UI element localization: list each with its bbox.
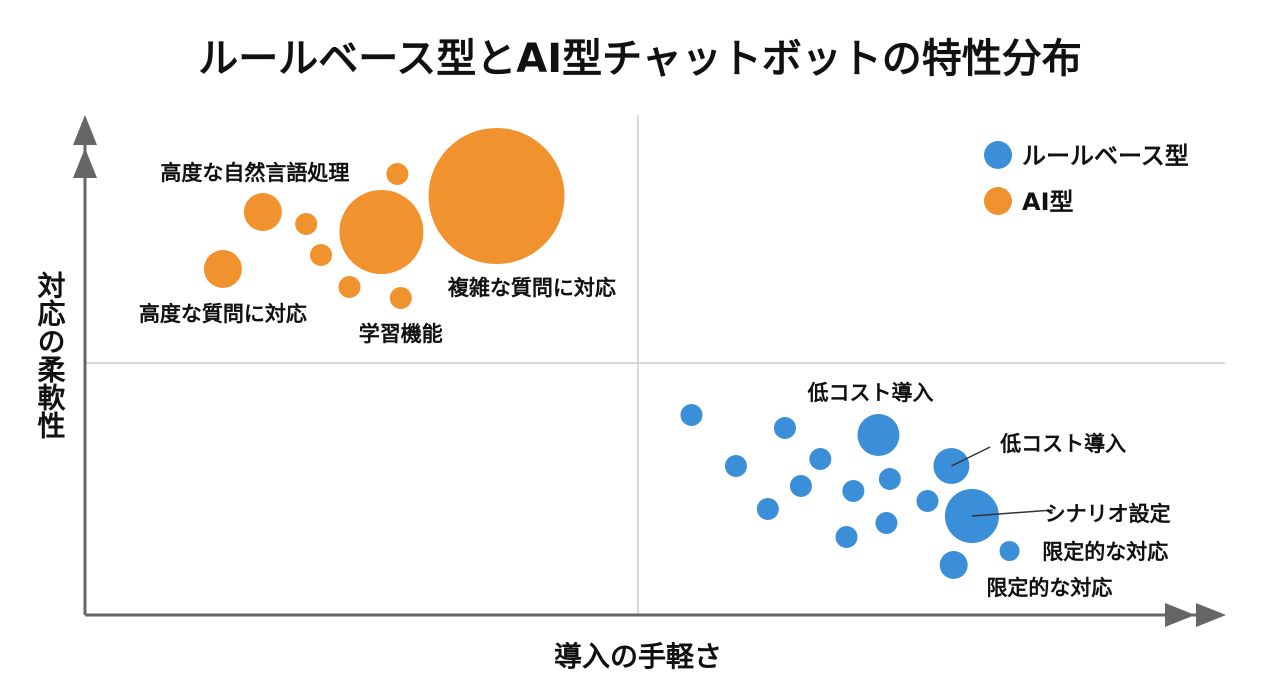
- bubble-ai: [309, 244, 332, 266]
- bubble-ai: [428, 128, 565, 264]
- legend-marker-rule: [984, 141, 1012, 169]
- annotation-label: 限定的な対応: [986, 576, 1112, 600]
- legend-label-ai: AI型: [1022, 188, 1074, 216]
- bubble-rule-based: [842, 480, 865, 502]
- bubble-rule-based: [916, 490, 939, 512]
- annotation-leader-line: [971, 509, 1053, 517]
- bubble-ai: [243, 193, 282, 231]
- annotation-label: 低コスト導入: [806, 381, 933, 405]
- bubble-rule-based: [680, 404, 703, 426]
- y-axis-label: 対応の柔軟性: [34, 271, 67, 439]
- quadrant-dividers: [85, 115, 1225, 615]
- bubble-rule-based: [857, 414, 900, 456]
- annotation-label: 高度な質問に対応: [139, 302, 307, 326]
- bubbles: [203, 128, 1020, 579]
- bubble-rule-based: [773, 417, 796, 439]
- bubble-ai: [338, 276, 361, 298]
- annotation-label: 高度な自然言語処理: [160, 161, 349, 185]
- annotations: 高度な自然言語処理高度な質問に対応学習機能複雑な質問に対応低コスト導入低コスト導…: [139, 161, 1171, 600]
- x-axis-arrow-icon: [1165, 603, 1195, 627]
- bubble-rule-based: [999, 541, 1020, 561]
- bubble-ai: [295, 213, 318, 235]
- bubble-rule-based: [878, 468, 901, 490]
- chart-title: ルールベース型とAI型チャットボットの特性分布: [198, 36, 1081, 82]
- bubble-rule-based: [875, 512, 898, 534]
- axes: [73, 115, 1226, 627]
- bubble-ai: [389, 287, 412, 309]
- annotation-label: シナリオ設定: [1045, 502, 1171, 526]
- bubble-ai: [339, 190, 424, 274]
- annotation-label: 学習機能: [359, 322, 443, 346]
- legend-marker-ai: [984, 187, 1012, 215]
- annotation-leader-line: [951, 446, 991, 467]
- bubble-rule-based: [724, 455, 747, 477]
- bubble-ai: [203, 250, 242, 288]
- legend-label-rule: ルールベース型: [1022, 142, 1189, 170]
- legend: ルールベース型 AI型: [984, 141, 1189, 216]
- y-axis-arrow-icon: [73, 115, 97, 145]
- y-axis-arrow-icon: [73, 148, 97, 178]
- x-axis-label: 導入の手軽さ: [554, 640, 722, 673]
- bubble-ai: [386, 163, 409, 185]
- bubble-rule-based: [939, 551, 968, 579]
- x-axis-arrow-icon: [1196, 603, 1226, 627]
- annotation-label: 低コスト導入: [999, 432, 1126, 456]
- annotation-label: 限定的な対応: [1042, 540, 1168, 564]
- bubble-rule-based: [835, 526, 858, 548]
- bubble-rule-based: [809, 448, 832, 470]
- bubble-rule-based: [756, 498, 779, 520]
- bubble-rule-based: [789, 475, 812, 497]
- annotation-label: 複雑な質問に対応: [447, 276, 616, 300]
